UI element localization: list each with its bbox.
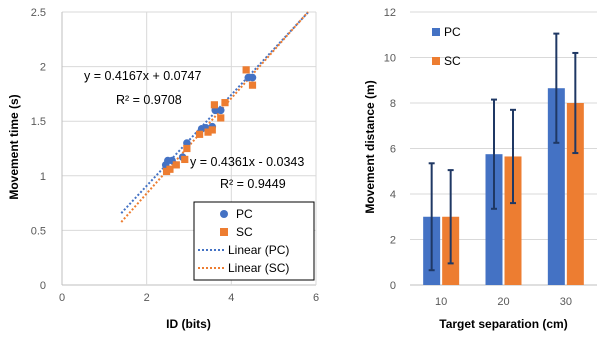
scatter-x-tick-label: 0 <box>59 292 65 304</box>
scatter-point-sc <box>242 66 250 74</box>
error-bars <box>428 32 579 272</box>
legend-linear-pc-label: Linear (PC) <box>228 243 289 257</box>
equation-pc: y = 0.4167x + 0.0747 <box>84 69 202 83</box>
bar-y-tick-label: 12 <box>384 7 396 19</box>
legend-sc-label: SC <box>236 225 253 239</box>
scatter-tick-labels: 0 0.5 1 1.5 2 2.5 0 2 4 6 <box>31 7 319 304</box>
scatter-legend: PC SC Linear (PC) Linear (SC) <box>193 201 315 281</box>
bar-y-tick-label: 10 <box>384 53 396 65</box>
scatter-point-sc <box>210 101 218 109</box>
scatter-point-sc <box>166 165 174 173</box>
r-squared-sc: R² = 0.9449 <box>220 177 286 191</box>
trendline-linear-sc <box>120 11 309 223</box>
scatter-x-tick-label: 6 <box>313 292 319 304</box>
scatter-point-sc <box>181 155 189 164</box>
scatter-points <box>161 66 257 176</box>
bar-y-tick-label: 0 <box>390 280 396 292</box>
scatter-point-sc <box>195 130 204 138</box>
bar-pc-30 <box>547 88 565 286</box>
scatter-point-sc <box>248 81 257 89</box>
legend-bar-sc-label: SC <box>444 54 461 68</box>
scatter-y-tick-label: 1 <box>40 171 46 183</box>
bar-legend: PC SC <box>432 25 461 68</box>
bar-pc-20 <box>485 154 503 285</box>
bar-y-tick-label: 2 <box>390 235 396 247</box>
legend-pc-marker <box>220 210 228 218</box>
scatter-point-sc <box>208 126 216 134</box>
r-squared-pc: R² = 0.9708 <box>116 93 182 107</box>
bar-chart: 0 2 4 6 8 10 12 10 20 30 Target separation (cm) M… <box>363 7 597 331</box>
legend-pc-swatch <box>432 28 440 36</box>
bar-x-axis-title: Target separation (cm) <box>439 317 567 331</box>
scatter-x-tick-label: 2 <box>144 292 150 304</box>
equation-sc: y = 0.4361x - 0.0343 <box>190 155 304 169</box>
scatter-point-sc <box>204 128 212 136</box>
bar-sc-20 <box>504 156 522 285</box>
scatter-point-pc <box>248 73 257 82</box>
bar-y-axis-title: Movement distance (m) <box>363 80 377 213</box>
bar-gridlines <box>410 11 597 286</box>
scatter-chart: 0 0.5 1 1.5 2 2.5 0 2 4 6 y = 0.4167x + 0.0747 R²… <box>7 7 319 331</box>
bar-x-tick-label: 30 <box>560 296 572 308</box>
legend-linear-sc-label: Linear (SC) <box>228 261 289 275</box>
legend-sc-marker <box>220 228 228 236</box>
scatter-point-sc <box>217 114 225 122</box>
scatter-point-sc <box>183 144 191 153</box>
bar-y-tick-label: 6 <box>390 144 396 156</box>
scatter-gridlines <box>61 11 317 286</box>
scatter-y-tick-label: 2.5 <box>31 7 46 19</box>
legend-sc-swatch <box>432 57 440 65</box>
bar-x-tick-label: 20 <box>497 296 509 308</box>
scatter-point-sc <box>172 161 180 169</box>
scatter-y-tick-label: 0.5 <box>31 225 46 237</box>
legend-bar-pc-label: PC <box>444 25 461 39</box>
scatter-y-tick-label: 0 <box>40 280 46 292</box>
scatter-point-sc <box>221 99 229 107</box>
scatter-x-tick-label: 4 <box>228 292 234 304</box>
bar-y-tick-label: 8 <box>390 98 396 110</box>
bars <box>423 88 584 286</box>
bar-tick-labels: 0 2 4 6 8 10 12 10 20 30 <box>384 7 572 308</box>
legend-pc-label: PC <box>236 207 253 221</box>
scatter-point-pc <box>216 106 225 115</box>
scatter-y-tick-label: 1.5 <box>31 116 46 128</box>
bar-y-tick-label: 4 <box>390 189 396 201</box>
scatter-x-axis-title: ID (bits) <box>166 317 211 331</box>
bar-x-tick-label: 10 <box>435 296 447 308</box>
scatter-y-axis-title: Movement time (s) <box>7 94 21 199</box>
bar-sc-30 <box>566 103 584 285</box>
scatter-y-tick-label: 2 <box>40 62 46 74</box>
